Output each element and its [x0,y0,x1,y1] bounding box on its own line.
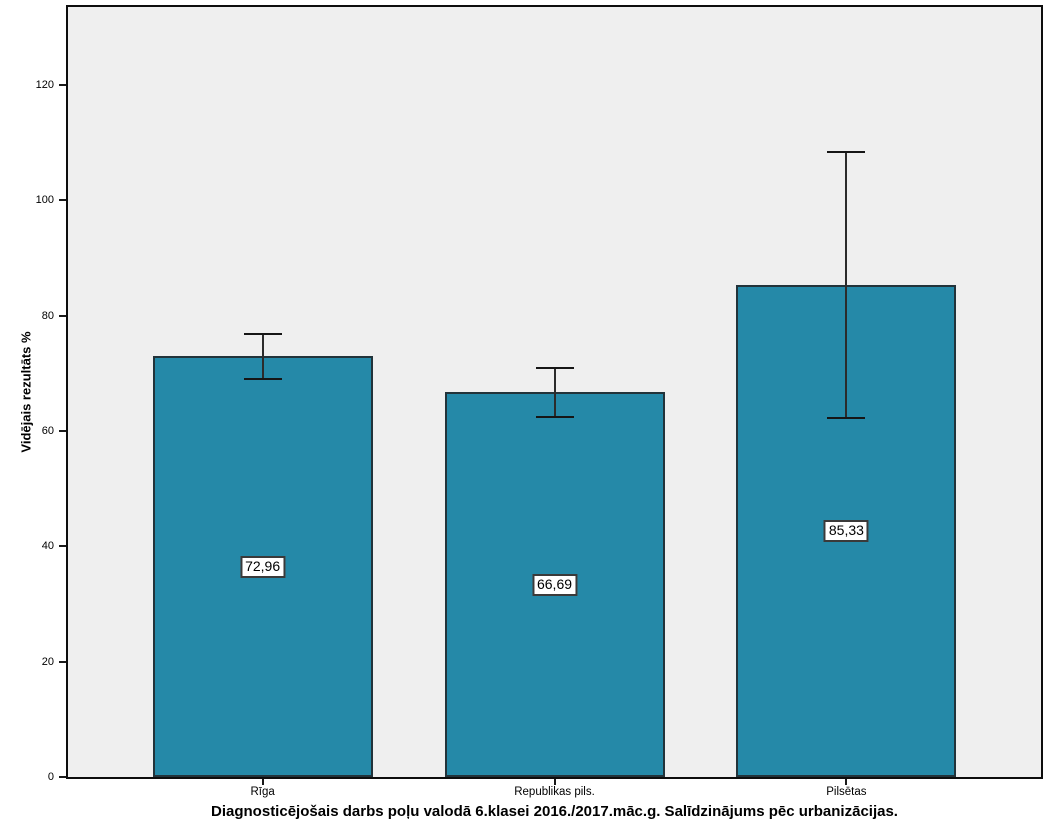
x-category-label: Rīga [250,786,275,798]
y-tick-label: 20 [41,655,54,668]
chart-title: Diagnosticējošais darbs poļu valodā 6.kl… [211,803,898,820]
error-bar-cap-top [243,333,282,336]
y-tick-mark [59,776,66,778]
plot-area: 0 20 40 60 80 100 120 72,96 Rīga 66,69 Republikas … [36,5,1043,798]
x-category-label: Pilsētas [826,786,867,798]
x-category-label: Republikas pils. [514,786,595,798]
y-tick-mark [59,545,66,548]
error-bar-cap-top [535,367,574,370]
bar-value-label: 85,33 [823,519,869,542]
y-tick-mark [59,199,66,202]
error-bar-cap-bottom [243,378,282,381]
y-tick-label: 40 [41,540,54,553]
error-bar-cap-bottom [827,417,866,420]
x-tick-mark [261,779,264,785]
y-tick-mark [59,660,66,663]
y-tick-label: 100 [35,194,54,207]
bar-value-label: 72,96 [240,555,286,578]
error-bar-cap-top [827,151,866,154]
y-tick-mark [59,429,66,432]
y-tick-mark [59,314,66,317]
error-bar-line [261,334,264,380]
error-bar-line [553,368,556,418]
error-bar-line [845,152,848,419]
y-tick-label: 0 [47,771,54,783]
y-tick-label: 80 [41,309,54,322]
y-tick-label: 60 [41,424,54,437]
x-tick-mark [553,779,556,785]
y-axis-title: Vidējais rezultāts % [18,331,34,453]
y-tick-label: 120 [35,78,54,91]
bar-value-label: 66,69 [531,573,578,596]
y-tick-mark [59,83,66,86]
x-tick-mark [845,779,848,785]
error-bar-cap-bottom [535,416,574,419]
